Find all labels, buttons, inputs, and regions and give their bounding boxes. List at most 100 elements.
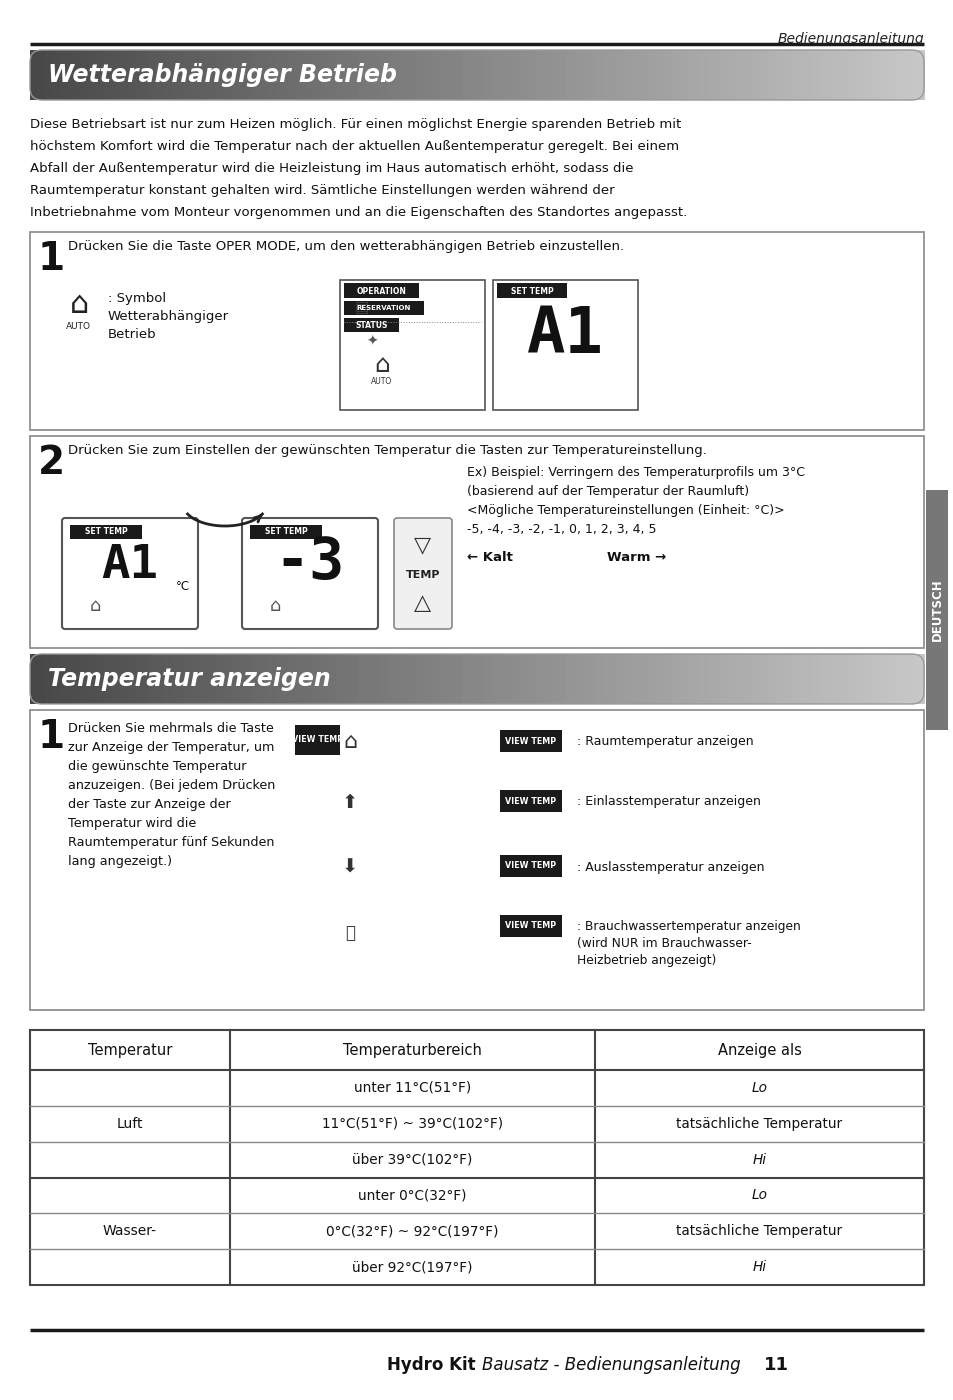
Bar [142, 50, 150, 99]
Bar [246, 50, 254, 99]
Text: Warm →: Warm → [606, 552, 665, 564]
Bar [737, 654, 745, 704]
Bar [127, 50, 135, 99]
Bar [499, 855, 561, 876]
Bar [328, 654, 335, 704]
Text: ▤: ▤ [355, 301, 369, 315]
Text: 1: 1 [38, 239, 65, 279]
FancyBboxPatch shape [394, 518, 452, 629]
Text: -3: -3 [274, 535, 345, 591]
Text: Lo: Lo [751, 1081, 767, 1095]
Bar [558, 654, 567, 704]
Bar [767, 654, 775, 704]
Text: -5, -4, -3, -2, -1, 0, 1, 2, 3, 4, 5: -5, -4, -3, -2, -1, 0, 1, 2, 3, 4, 5 [467, 524, 656, 536]
Bar [722, 50, 730, 99]
Bar [804, 50, 812, 99]
Bar [335, 50, 343, 99]
Text: unter 0°C(32°F): unter 0°C(32°F) [358, 1189, 466, 1203]
Bar [886, 50, 894, 99]
Text: VIEW TEMP: VIEW TEMP [292, 735, 343, 745]
Bar [566, 50, 574, 99]
Bar [179, 50, 187, 99]
Text: die gewünschte Temperatur: die gewünschte Temperatur [68, 760, 246, 773]
Bar [469, 654, 477, 704]
Text: (wird NUR im Brauchwasser-: (wird NUR im Brauchwasser- [577, 937, 751, 951]
Bar [536, 654, 544, 704]
Bar [261, 50, 269, 99]
Bar [179, 654, 187, 704]
Bar [253, 50, 261, 99]
Bar [834, 654, 841, 704]
Bar [826, 654, 835, 704]
Bar [320, 654, 329, 704]
Bar [497, 283, 566, 298]
Text: lang angezeigt.): lang angezeigt.) [68, 855, 172, 868]
Bar [238, 50, 247, 99]
Bar [925, 490, 947, 729]
Bar [410, 654, 417, 704]
Bar [685, 50, 693, 99]
Bar [373, 654, 380, 704]
Bar [722, 654, 730, 704]
Bar [543, 654, 552, 704]
Text: Diese Betriebsart ist nur zum Heizen möglich. Für einen möglichst Energie sparen: Diese Betriebsart ist nur zum Heizen mög… [30, 118, 680, 132]
Bar [439, 50, 448, 99]
Bar [357, 654, 366, 704]
Text: ⌂: ⌂ [90, 596, 101, 615]
Bar [752, 654, 760, 704]
Bar [313, 50, 321, 99]
Bar [908, 50, 917, 99]
Text: VIEW TEMP: VIEW TEMP [505, 921, 556, 931]
Text: ✦: ✦ [366, 335, 377, 349]
Text: : Brauchwassertemperatur anzeigen: : Brauchwassertemperatur anzeigen [577, 920, 800, 932]
Bar [238, 654, 247, 704]
Bar [193, 654, 202, 704]
Bar [521, 654, 530, 704]
Text: (basierend auf der Temperatur der Raumluft): (basierend auf der Temperatur der Raumlu… [467, 484, 748, 498]
Text: A1: A1 [526, 304, 603, 365]
Bar [305, 654, 314, 704]
Bar [186, 654, 194, 704]
Bar [70, 525, 142, 539]
Bar [901, 50, 909, 99]
Bar [172, 50, 179, 99]
Bar [395, 50, 403, 99]
Bar [216, 654, 224, 704]
Bar [879, 50, 886, 99]
Text: : Symbol: : Symbol [108, 293, 166, 305]
Text: 11°C(51°F) ~ 39°C(102°F): 11°C(51°F) ~ 39°C(102°F) [321, 1117, 502, 1131]
Bar [231, 654, 239, 704]
Bar [283, 50, 292, 99]
Bar [455, 654, 462, 704]
Bar [30, 50, 38, 99]
Bar [737, 50, 745, 99]
Bar [574, 654, 581, 704]
Bar [261, 654, 269, 704]
Bar [417, 654, 425, 704]
Bar [112, 50, 120, 99]
Bar [134, 50, 142, 99]
Bar [67, 654, 75, 704]
Bar [37, 654, 46, 704]
Bar [707, 654, 716, 704]
Bar [514, 654, 522, 704]
Bar [350, 50, 358, 99]
Bar [574, 50, 581, 99]
Bar [439, 654, 448, 704]
Bar [250, 525, 322, 539]
Bar [826, 50, 835, 99]
Text: 1: 1 [38, 718, 65, 756]
Bar [655, 50, 663, 99]
Bar [402, 50, 411, 99]
Bar [424, 50, 433, 99]
Text: über 39°C(102°F): über 39°C(102°F) [352, 1152, 472, 1166]
Bar [357, 50, 366, 99]
Bar [492, 50, 499, 99]
Text: Drücken Sie mehrmals die Taste: Drücken Sie mehrmals die Taste [68, 722, 274, 735]
Bar [305, 50, 314, 99]
Text: Inbetriebnahme vom Monteur vorgenommen und an die Eigenschaften des Standortes a: Inbetriebnahme vom Monteur vorgenommen u… [30, 206, 686, 218]
Bar [74, 50, 83, 99]
Bar [387, 50, 395, 99]
Bar [447, 654, 455, 704]
Bar [201, 50, 210, 99]
